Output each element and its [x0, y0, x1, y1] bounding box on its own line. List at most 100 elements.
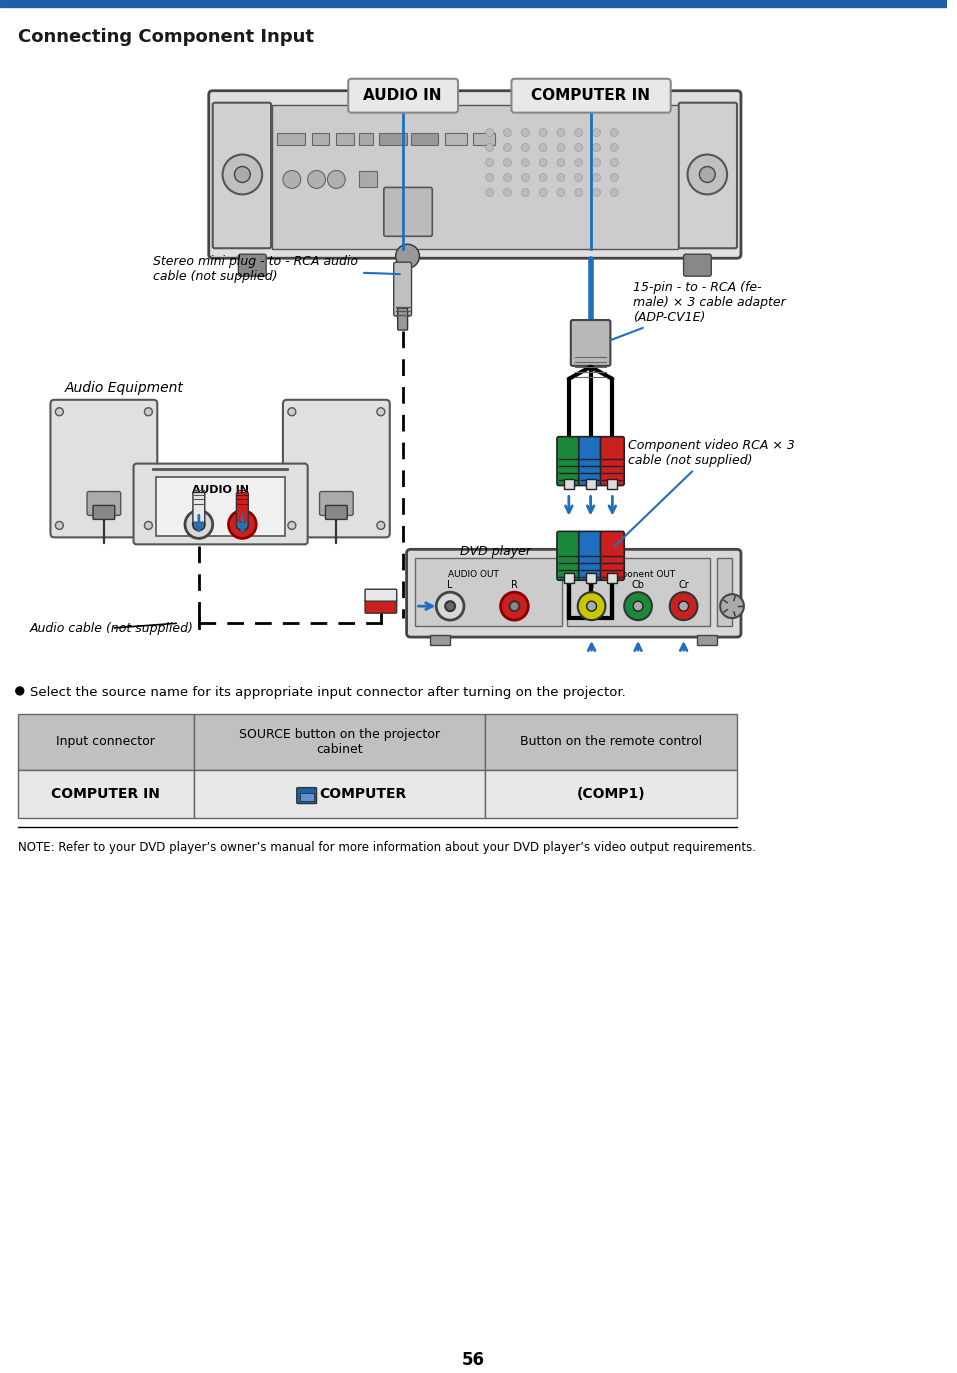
Circle shape	[503, 188, 511, 196]
Text: Cb: Cb	[632, 581, 645, 590]
Circle shape	[193, 519, 205, 530]
Bar	[194, 770, 485, 817]
Bar	[194, 714, 485, 770]
FancyBboxPatch shape	[320, 492, 353, 515]
Circle shape	[575, 158, 583, 166]
Bar	[698, 636, 717, 645]
Text: AUDIO IN: AUDIO IN	[364, 88, 442, 103]
Circle shape	[436, 592, 464, 621]
FancyBboxPatch shape	[384, 188, 433, 236]
FancyBboxPatch shape	[297, 788, 317, 803]
Circle shape	[557, 173, 565, 181]
Circle shape	[592, 129, 600, 136]
Circle shape	[283, 170, 300, 188]
Circle shape	[611, 158, 618, 166]
Circle shape	[592, 188, 600, 196]
Circle shape	[229, 511, 256, 538]
FancyBboxPatch shape	[600, 531, 624, 581]
Bar	[431, 636, 450, 645]
FancyBboxPatch shape	[683, 254, 711, 276]
Bar	[18, 770, 194, 817]
FancyBboxPatch shape	[87, 492, 121, 515]
Circle shape	[503, 144, 511, 151]
Circle shape	[634, 601, 643, 611]
Circle shape	[721, 595, 744, 618]
Circle shape	[503, 129, 511, 136]
Circle shape	[522, 144, 529, 151]
Circle shape	[522, 158, 529, 166]
Bar	[608, 574, 617, 584]
Text: NOTE: Refer to your DVD player’s owner’s manual for more information about your : NOTE: Refer to your DVD player’s owner’s…	[18, 842, 756, 854]
FancyBboxPatch shape	[134, 464, 307, 544]
Circle shape	[557, 144, 565, 151]
Bar	[586, 574, 595, 584]
Circle shape	[501, 592, 528, 621]
Circle shape	[611, 188, 618, 196]
Text: Select the source name for its appropriate input connector after turning on the : Select the source name for its appropria…	[30, 686, 626, 699]
Text: R: R	[238, 497, 246, 507]
Circle shape	[592, 158, 600, 166]
Text: COMPUTER: COMPUTER	[320, 787, 407, 800]
Text: Input connector: Input connector	[56, 736, 155, 748]
Circle shape	[575, 129, 583, 136]
FancyBboxPatch shape	[236, 493, 248, 522]
Text: R: R	[511, 581, 518, 590]
Circle shape	[578, 592, 606, 621]
Text: Y: Y	[589, 581, 594, 590]
Circle shape	[56, 522, 63, 530]
Bar	[156, 476, 285, 537]
Circle shape	[486, 188, 494, 196]
Circle shape	[234, 166, 251, 183]
Circle shape	[522, 188, 529, 196]
Text: COMPUTER IN: COMPUTER IN	[531, 88, 650, 103]
Circle shape	[145, 522, 152, 530]
Circle shape	[624, 592, 652, 621]
Text: AUDIO IN: AUDIO IN	[192, 485, 249, 494]
Text: SOURCE button on the projector
cabinet: SOURCE button on the projector cabinet	[239, 728, 440, 755]
Bar	[717, 559, 732, 626]
FancyBboxPatch shape	[407, 549, 741, 637]
FancyBboxPatch shape	[51, 400, 157, 537]
Circle shape	[16, 686, 24, 695]
Circle shape	[486, 129, 494, 136]
Text: Audio cable (not supplied): Audio cable (not supplied)	[30, 622, 193, 634]
Circle shape	[539, 129, 547, 136]
Circle shape	[145, 408, 152, 416]
FancyBboxPatch shape	[557, 437, 581, 486]
Circle shape	[592, 144, 600, 151]
Text: 56: 56	[461, 1351, 484, 1369]
Circle shape	[539, 144, 547, 151]
Bar	[300, 792, 314, 800]
Circle shape	[539, 173, 547, 181]
Text: Audio Equipment: Audio Equipment	[64, 380, 183, 395]
Circle shape	[522, 129, 529, 136]
Bar	[564, 574, 574, 584]
FancyBboxPatch shape	[600, 437, 624, 486]
FancyBboxPatch shape	[348, 78, 458, 113]
Circle shape	[557, 158, 565, 166]
Circle shape	[539, 188, 547, 196]
Circle shape	[509, 601, 520, 611]
Circle shape	[687, 155, 727, 195]
Circle shape	[503, 158, 511, 166]
FancyBboxPatch shape	[393, 262, 412, 316]
Circle shape	[522, 173, 529, 181]
Circle shape	[486, 144, 494, 151]
Circle shape	[575, 173, 583, 181]
FancyBboxPatch shape	[325, 505, 347, 519]
Circle shape	[557, 129, 565, 136]
Bar	[473, 133, 495, 144]
Circle shape	[611, 129, 618, 136]
Text: COMPUTER IN: COMPUTER IN	[52, 787, 160, 800]
Circle shape	[611, 144, 618, 151]
Bar	[567, 559, 710, 626]
Bar	[359, 172, 377, 188]
Bar	[0, 0, 946, 7]
Bar	[485, 770, 737, 817]
Circle shape	[679, 601, 688, 611]
Bar	[379, 133, 407, 144]
FancyBboxPatch shape	[212, 103, 271, 249]
Text: 15-pin - to - RCA (fe-
male) × 3 cable adapter
(ADP-CV1E): 15-pin - to - RCA (fe- male) × 3 cable a…	[611, 281, 786, 341]
Circle shape	[670, 592, 698, 621]
Bar	[277, 133, 304, 144]
